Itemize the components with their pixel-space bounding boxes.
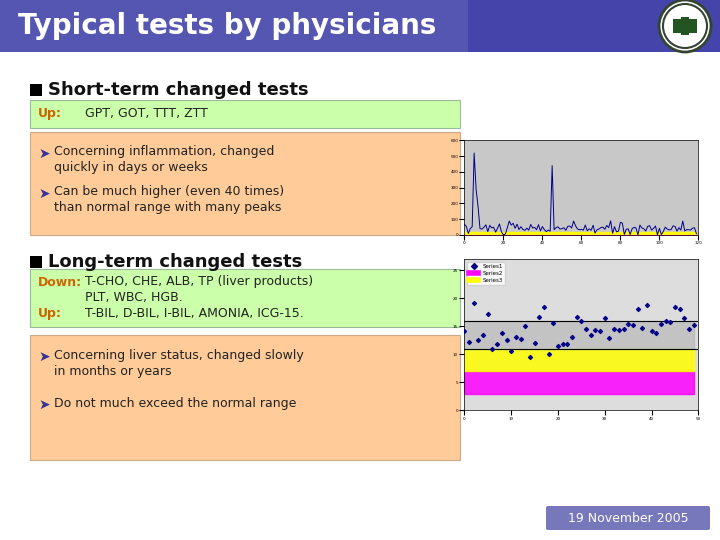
Point <box>459 327 470 336</box>
Point <box>464 338 475 346</box>
FancyBboxPatch shape <box>546 506 710 530</box>
Point <box>603 333 615 342</box>
Point <box>473 336 485 345</box>
Point <box>665 317 676 326</box>
Text: Up:: Up: <box>38 107 62 120</box>
Point <box>505 347 517 356</box>
Point <box>678 313 690 322</box>
Point <box>562 339 573 348</box>
Point <box>510 333 521 342</box>
Bar <box>689 19 697 33</box>
Text: ➤: ➤ <box>38 147 50 161</box>
Text: ➤: ➤ <box>38 350 50 364</box>
Point <box>595 327 606 335</box>
Point <box>618 325 629 333</box>
Bar <box>30 256 42 268</box>
Point <box>539 302 550 311</box>
Point <box>468 299 480 307</box>
Text: Down:: Down: <box>38 275 82 288</box>
Point <box>548 319 559 328</box>
Point <box>613 326 625 334</box>
Text: 19 November 2005: 19 November 2005 <box>567 511 688 524</box>
Point <box>688 321 700 329</box>
Bar <box>30 269 460 327</box>
Point <box>487 345 498 353</box>
Point <box>543 349 554 358</box>
Point <box>632 304 644 313</box>
Point <box>683 325 695 333</box>
Point <box>646 326 657 335</box>
Point <box>670 302 681 311</box>
Point <box>520 321 531 330</box>
Point <box>482 310 494 319</box>
Point <box>552 341 564 350</box>
Point <box>585 331 596 340</box>
Point <box>599 314 611 322</box>
Point <box>524 353 536 361</box>
Text: ➤: ➤ <box>38 398 50 412</box>
Point <box>641 300 652 309</box>
Point <box>655 320 667 329</box>
Bar <box>30 100 460 128</box>
Text: PLT, WBC, HGB.: PLT, WBC, HGB. <box>85 292 183 305</box>
Bar <box>30 84 42 96</box>
Bar <box>0 0 468 52</box>
Bar <box>0 0 720 52</box>
Text: T-BIL, D-BIL, I-BIL, AMONIA, ICG-15.: T-BIL, D-BIL, I-BIL, AMONIA, ICG-15. <box>85 307 304 321</box>
Point <box>590 326 601 334</box>
Circle shape <box>663 4 707 48</box>
Point <box>636 324 648 333</box>
Text: ➤: ➤ <box>38 187 50 201</box>
Point <box>576 316 588 325</box>
Point <box>501 335 513 344</box>
Circle shape <box>659 0 711 52</box>
Point <box>580 325 592 334</box>
Point <box>627 320 639 329</box>
Text: Can be much higher (even 40 times): Can be much higher (even 40 times) <box>54 186 284 199</box>
Text: Concerning inflammation, changed: Concerning inflammation, changed <box>54 145 274 159</box>
Point <box>528 339 540 348</box>
Point <box>622 320 634 329</box>
Point <box>557 340 569 348</box>
Text: Concerning liver status, changed slowly: Concerning liver status, changed slowly <box>54 348 304 361</box>
Point <box>534 313 545 321</box>
Text: in months or years: in months or years <box>54 364 171 377</box>
Point <box>651 328 662 337</box>
Bar <box>30 132 460 235</box>
Bar <box>673 19 681 33</box>
Legend: Series1, Series2, Series3: Series1, Series2, Series3 <box>467 262 505 285</box>
Text: Typical tests by physicians: Typical tests by physicians <box>18 12 436 40</box>
Text: Long-term changed tests: Long-term changed tests <box>48 253 302 271</box>
Point <box>571 313 582 321</box>
Point <box>477 330 489 339</box>
Text: quickly in days or weeks: quickly in days or weeks <box>54 161 208 174</box>
Text: than normal range with many peaks: than normal range with many peaks <box>54 201 282 214</box>
Point <box>608 325 620 333</box>
Point <box>496 328 508 337</box>
Bar <box>681 17 689 35</box>
Text: T-CHO, CHE, ALB, TP (liver products): T-CHO, CHE, ALB, TP (liver products) <box>85 275 313 288</box>
Text: GPT, GOT, TTT, ZTT: GPT, GOT, TTT, ZTT <box>85 107 208 120</box>
Bar <box>30 335 460 460</box>
Text: Short-term changed tests: Short-term changed tests <box>48 81 309 99</box>
Point <box>674 305 685 313</box>
Point <box>660 316 671 325</box>
Point <box>492 340 503 348</box>
Point <box>566 333 577 341</box>
Text: Do not much exceed the normal range: Do not much exceed the normal range <box>54 396 297 409</box>
Text: Up:: Up: <box>38 307 62 321</box>
Point <box>515 335 526 343</box>
